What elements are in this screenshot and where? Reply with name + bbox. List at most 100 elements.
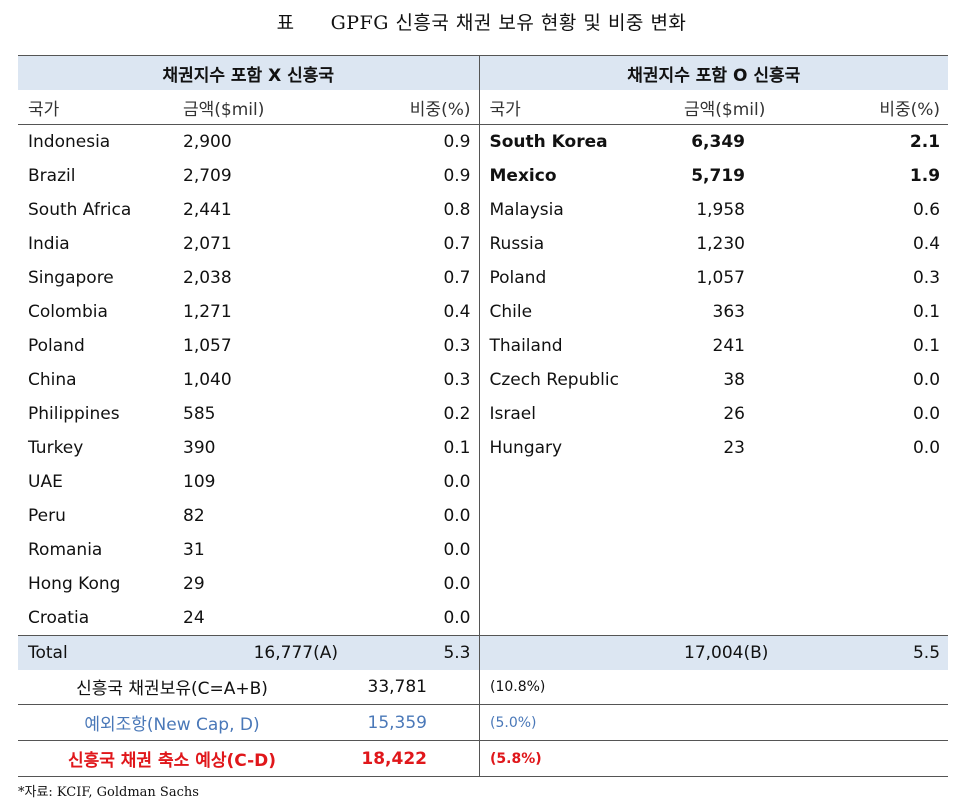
- table-row: Romania 31 0.0: [18, 533, 948, 567]
- right-country-cell: Chile: [489, 302, 533, 322]
- left-amount-cell: 390: [183, 438, 216, 458]
- left-pct-cell: 0.9: [338, 159, 480, 193]
- summary-label: 신흥국 채권 축소 예상(C-D): [18, 740, 326, 777]
- left-amount-cell: 2,441: [183, 200, 232, 220]
- right-amount-cell: 241: [712, 336, 745, 356]
- left-country-cell: South Africa: [28, 200, 132, 220]
- left-pct-cell: 0.4: [338, 295, 480, 329]
- table-row: Turkey 390 0.1 Hungary 23 0.0: [18, 431, 948, 465]
- left-amount-cell: 2,900: [183, 132, 232, 152]
- left-amount-cell: 2,709: [183, 166, 232, 186]
- left-pct-cell: 0.7: [338, 261, 480, 295]
- left-country-cell: Philippines: [28, 404, 120, 424]
- right-amount-cell: 1,230: [696, 234, 745, 254]
- left-amount-cell: 2,071: [183, 234, 232, 254]
- title-text: GPFG 신흥국 채권 보유 현황 및 비중 변화: [330, 12, 687, 34]
- right-total-pct: 5.5: [753, 635, 949, 670]
- right-amount-cell: 363: [712, 302, 745, 322]
- right-amount-cell: [684, 567, 753, 601]
- right-col-country: 국가: [479, 90, 684, 125]
- left-country-cell: China: [28, 370, 77, 390]
- left-country-cell: Peru: [28, 506, 66, 526]
- left-amount-cell: 1,057: [183, 336, 232, 356]
- right-pct-cell: 2.1: [909, 132, 941, 152]
- right-country-cell: Israel: [489, 404, 536, 424]
- summary-pct: (5.8%): [479, 740, 948, 777]
- table-row: India 2,071 0.7 Russia 1,230 0.4: [18, 227, 948, 261]
- left-pct-cell: 0.3: [338, 329, 480, 363]
- right-pct-cell: 0.0: [912, 370, 941, 390]
- table-row: Singapore 2,038 0.7 Poland 1,057 0.3: [18, 261, 948, 295]
- right-pct-cell: 0.1: [912, 336, 941, 356]
- left-amount-cell: 109: [183, 472, 216, 492]
- summary-table: 신흥국 채권보유(C=A+B) 33,781 (10.8%) 예외조항(New Cap…: [18, 669, 948, 777]
- left-group-header: 채권지수 포함 X 신흥국: [18, 55, 480, 90]
- left-amount-cell: 82: [183, 506, 205, 526]
- table-row: Croatia 24 0.0: [18, 601, 948, 636]
- left-total-pct: 5.3: [338, 635, 480, 670]
- right-country-cell: [479, 567, 684, 601]
- right-amount-cell: [684, 499, 753, 533]
- summary-value: 18,422: [326, 740, 480, 777]
- table-row: South Africa 2,441 0.8 Malaysia 1,958 0.6: [18, 193, 948, 227]
- right-group-header: 채권지수 포함 O 신흥국: [479, 55, 949, 90]
- left-country-cell: Romania: [28, 540, 103, 560]
- summary-label: 예외조항(New Cap, D): [18, 704, 326, 741]
- left-col-amount: 금액($mil): [183, 90, 338, 125]
- left-amount-cell: 24: [183, 608, 205, 628]
- right-pct-cell: 0.4: [912, 234, 941, 254]
- left-amount-cell: 585: [183, 404, 216, 424]
- right-amount-cell: 1,958: [696, 200, 745, 220]
- right-total-amount: 17,004(B): [684, 635, 768, 670]
- table-row: Indonesia 2,900 0.9 South Korea 6,349 2.1: [18, 124, 948, 159]
- right-pct-cell: [753, 465, 948, 499]
- left-col-pct: 비중(%): [338, 90, 480, 125]
- table-row: Hong Kong 29 0.0: [18, 567, 948, 601]
- left-amount-cell: 1,040: [183, 370, 232, 390]
- left-country-cell: India: [28, 234, 70, 254]
- summary-row: 신흥국 채권 축소 예상(C-D) 18,422 (5.8%): [18, 740, 948, 777]
- right-country-cell: [479, 533, 684, 567]
- right-pct-cell: [753, 601, 948, 636]
- left-country-cell: Indonesia: [28, 132, 111, 152]
- left-pct-cell: 0.0: [338, 601, 480, 636]
- right-amount-cell: [684, 533, 753, 567]
- summary-value: 33,781: [326, 669, 480, 705]
- summary-row: 신흥국 채권보유(C=A+B) 33,781 (10.8%): [18, 669, 948, 705]
- table-row: Brazil 2,709 0.9 Mexico 5,719 1.9: [18, 159, 948, 193]
- right-country-cell: Czech Republic: [489, 370, 619, 390]
- left-pct-cell: 0.3: [338, 363, 480, 397]
- holdings-table: 채권지수 포함 X 신흥국 채권지수 포함 O 신흥국 국가 금액($mil) …: [18, 55, 949, 670]
- right-country-cell: [479, 601, 684, 636]
- left-pct-cell: 0.0: [338, 499, 480, 533]
- total-label: Total: [18, 635, 183, 670]
- right-pct-cell: [753, 533, 948, 567]
- left-pct-cell: 0.7: [338, 227, 480, 261]
- left-amount-cell: 31: [183, 540, 205, 560]
- left-pct-cell: 0.0: [338, 533, 480, 567]
- left-country-cell: Singapore: [28, 268, 114, 288]
- left-country-cell: Brazil: [28, 166, 76, 186]
- right-country-cell: Malaysia: [489, 200, 564, 220]
- left-country-cell: Colombia: [28, 302, 108, 322]
- right-amount-cell: 5,719: [691, 166, 745, 186]
- summary-row: 예외조항(New Cap, D) 15,359 (5.0%): [18, 704, 948, 741]
- right-col-pct: 비중(%): [753, 90, 949, 125]
- table-row: UAE 109 0.0: [18, 465, 948, 499]
- right-total-blank: [479, 635, 684, 670]
- summary-label: 신흥국 채권보유(C=A+B): [18, 669, 326, 705]
- right-pct-cell: [753, 499, 948, 533]
- right-country-cell: Hungary: [489, 438, 563, 458]
- summary-pct: (5.0%): [479, 704, 948, 741]
- right-pct-cell: 0.0: [912, 438, 941, 458]
- left-pct-cell: 0.0: [338, 465, 480, 499]
- table-title: 표 GPFG 신흥국 채권 보유 현황 및 비중 변화: [0, 8, 963, 35]
- left-pct-cell: 0.1: [338, 431, 480, 465]
- left-amount-cell: 1,271: [183, 302, 232, 322]
- right-country-cell: [479, 499, 684, 533]
- left-pct-cell: 0.2: [338, 397, 480, 431]
- right-country-cell: Russia: [489, 234, 545, 254]
- left-country-cell: Turkey: [28, 438, 84, 458]
- right-pct-cell: 1.9: [909, 166, 941, 186]
- right-pct-cell: 0.3: [912, 268, 941, 288]
